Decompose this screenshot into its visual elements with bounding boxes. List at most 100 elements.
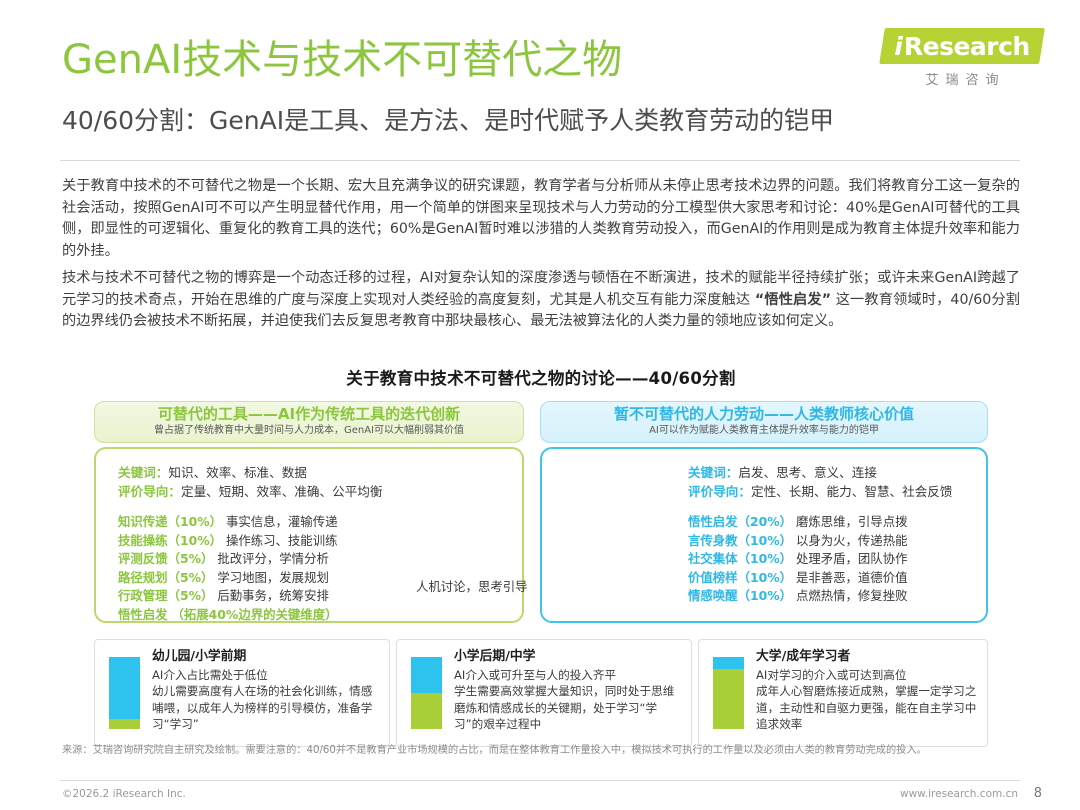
item-label: 悟性启发 <box>688 514 738 529</box>
item-pct: （5%） <box>167 588 214 603</box>
panel-left-subheading: 曾占据了传统教育中大量时间与人力成本，GenAI可以大幅削弱其价值 <box>153 425 465 437</box>
stage-card-line2: 学生需要高效掌握大量知识，同时处于思维磨炼和情感成长的关键期，处于学习“学习”的… <box>454 684 675 731</box>
item-label: 技能操练 <box>118 532 168 548</box>
list-item: 技能操练（10%） 操作练习、技能训练 <box>118 532 522 551</box>
left-orientation-label: 评价导向： <box>118 484 181 499</box>
bar-blue-segment <box>713 657 744 669</box>
intro-paragraph-1: 关于教育中技术的不可替代之物是一个长期、宏大且充满争议的研究课题，教育学者与分析… <box>62 178 1020 259</box>
list-item: 社交集体（10%） 处理矛盾，团队协作 <box>688 550 986 569</box>
stage-card: 幼儿园/小学前期 AI介入占比需处于低位 幼儿需要高度有人在场的社会化训练，情感… <box>94 639 390 747</box>
item-label: 知识传递 <box>118 514 168 529</box>
right-orientation-row: 评价导向：定性、长期、能力、智慧、社会反馈 <box>688 482 986 501</box>
footer-copyright: ©2026.2 iResearch Inc. <box>62 788 186 800</box>
item-desc: 磨炼思维，引导点拨 <box>795 514 908 529</box>
item-desc: 批改评分，学情分析 <box>217 551 329 566</box>
panel-right-heading: 暂不可替代的人力劳动——人类教师核心价值 <box>613 405 914 424</box>
left-keywords-row: 关键词：知识、效率、标准、数据 <box>118 463 522 482</box>
item-pct: （5%） <box>167 551 214 566</box>
panel-right-subheading: AI可以作为赋能人类教育主体提升效率与能力的铠甲 <box>649 425 879 437</box>
source-note: 来源：艾瑞咨询研究院自主研究及绘制。需要注意的：40/60并不是教育产业市场规模… <box>62 745 927 756</box>
item-pct: （10%） <box>737 551 793 566</box>
stage-card-title: 幼儿园/小学前期 <box>152 649 247 664</box>
page-subtitle: 40/60分割：GenAI是工具、是方法、是时代赋予人类教育劳动的铠甲 <box>62 106 835 135</box>
bar-blue-segment <box>109 657 140 719</box>
right-orientation-value: 定性、长期、能力、智慧、社会反馈 <box>750 484 953 499</box>
list-item: 价值榜样（10%） 是非善恶，道德价值 <box>688 569 986 588</box>
item-label: 社交集体 <box>688 551 738 566</box>
item-label: 情感唤醒 <box>688 588 738 603</box>
item-desc: 后勤事务，统筹安排 <box>217 588 329 603</box>
footer-website: www.iresearch.com.cn <box>899 788 1018 800</box>
item-pct: （5%） <box>167 569 214 585</box>
right-keywords-value: 启发、思考、意义、连接 <box>738 465 877 480</box>
item-desc: 以身为火，传递热能 <box>795 532 908 548</box>
item-label: 行政管理 <box>118 588 168 603</box>
right-item-list: 悟性启发（20%） 磨炼思维，引导点拨 言传身教（10%） 以身为火，传递热能 … <box>688 513 986 606</box>
right-keywords-row: 关键词：启发、思考、意义、连接 <box>688 463 986 482</box>
bar-green-segment <box>713 668 744 729</box>
list-item: 行政管理（5%） 后勤事务，统筹安排 <box>118 587 522 606</box>
page-number: 8 <box>1033 786 1042 801</box>
item-pct: （10%） <box>167 514 223 529</box>
right-orientation-label: 评价导向： <box>688 484 751 499</box>
list-item: 路径规划（5%） 学习地图，发展规划 <box>118 569 522 588</box>
footer-divider <box>60 780 1020 781</box>
panel-body-right: 关键词：启发、思考、意义、连接 评价导向：定性、长期、能力、智慧、社会反馈 悟性… <box>540 447 988 623</box>
panel-bodies: 关键词：知识、效率、标准、数据 评价导向：定量、短期、效率、准确、公平均衡 知识… <box>88 447 994 627</box>
item-pct: （10%） <box>737 588 793 603</box>
logo-chinese-name: 艾瑞咨询 <box>925 73 1006 88</box>
iresearch-logo: i Research 艾瑞咨询 <box>879 28 1045 88</box>
intro-paragraph-2: 技术与技术不可替代之物的博弈是一个动态迁移的过程，AI对复杂认知的深度渗透与顿悟… <box>62 268 1020 333</box>
panel-header-right: 暂不可替代的人力劳动——人类教师核心价值 AI可以作为赋能人类教育主体提升效率与… <box>540 401 988 443</box>
item-label: 评测反馈 <box>118 551 168 566</box>
list-item: 悟性启发（20%） 磨炼思维，引导点拨 <box>688 513 986 532</box>
stage-card-line2: 幼儿需要高度有人在场的社会化训练，情感哺喂，以成年人为榜样的引导模仿，准备学习“… <box>152 684 373 731</box>
panel-body-left: 关键词：知识、效率、标准、数据 评价导向：定量、短期、效率、准确、公平均衡 知识… <box>94 447 662 624</box>
highlight-desc: 人机讨论，思考引导 <box>416 579 528 594</box>
item-label: 价值榜样 <box>688 569 738 585</box>
chart-title: 关于教育中技术不可替代之物的讨论——40/60分割 <box>346 369 736 388</box>
item-desc: 点燃热情，修复挫败 <box>795 588 908 603</box>
list-item: 评测反馈（5%） 批改评分，学情分析 <box>118 550 522 569</box>
item-desc: 操作练习、技能训练 <box>225 532 338 548</box>
list-item: 情感唤醒（10%） 点燃热情，修复挫败 <box>688 587 986 606</box>
bar-green-segment <box>411 693 442 729</box>
item-desc: 是非善恶，道德价值 <box>795 569 908 585</box>
left-keywords-label: 关键词： <box>118 465 169 480</box>
panel-header-left: 可替代的工具——AI作为传统工具的迭代创新 曾占据了传统教育中大量时间与人力成本… <box>94 401 524 443</box>
highlight-label: 悟性启发 <box>118 606 168 622</box>
logo-i-letter: i <box>894 31 903 61</box>
bar-green-segment <box>109 718 140 729</box>
stage-cards: 幼儿园/小学前期 AI介入占比需处于低位 幼儿需要高度有人在场的社会化训练，情感… <box>88 639 994 749</box>
stage-bar-icon <box>411 657 442 729</box>
highlight-pct: （拓展40%边界的关键维度） <box>171 606 338 622</box>
item-desc: 处理矛盾，团队协作 <box>795 551 908 566</box>
stage-card-line1: AI介入占比需处于低位 <box>152 667 268 682</box>
item-desc: 学习地图，发展规划 <box>217 569 329 585</box>
left-keywords-value: 知识、效率、标准、数据 <box>168 465 307 480</box>
item-label: 言传身教 <box>688 532 738 548</box>
stage-card-line1: AI介入或可升至与人的投入齐平 <box>454 667 617 682</box>
logo-mark-shape: i Research <box>879 28 1045 64</box>
left-orientation-row: 评价导向：定量、短期、效率、准确、公平均衡 <box>118 482 522 501</box>
page-title: GenAI技术与技术不可替代之物 <box>62 37 623 83</box>
item-pct: （20%） <box>737 514 793 529</box>
header-divider <box>60 160 1020 161</box>
stage-card: 大学/成年学习者 AI对学习的介入或可达到高位 成年人心智磨炼接近成熟，掌握一定… <box>698 639 988 747</box>
stage-card-title: 大学/成年学习者 <box>756 649 851 664</box>
list-item-highlight: 悟性启发 （拓展40%边界的关键维度） <box>118 606 522 625</box>
stage-card-line1: AI对学习的介入或可达到高位 <box>756 667 907 682</box>
panel-left-heading: 可替代的工具——AI作为传统工具的迭代创新 <box>157 405 461 424</box>
para2-emphasis: “悟性启发” <box>754 291 832 308</box>
right-keywords-label: 关键词： <box>688 465 739 480</box>
para2-part-a: 技术与技术不可替代之物的博弈是一个动态迁移的过程，AI对复杂认知的深度渗透与顿悟… <box>62 270 1020 308</box>
left-item-list: 知识传递（10%） 事实信息，灌输传递 技能操练（10%） 操作练习、技能训练 … <box>118 513 522 624</box>
panel-headers: 可替代的工具——AI作为传统工具的迭代创新 曾占据了传统教育中大量时间与人力成本… <box>88 401 994 443</box>
item-label: 路径规划 <box>118 569 168 585</box>
list-item: 言传身教（10%） 以身为火，传递热能 <box>688 532 986 551</box>
list-item: 知识传递（10%） 事实信息，灌输传递 <box>118 513 522 532</box>
stage-bar-icon <box>713 657 744 729</box>
item-pct: （10%） <box>167 532 223 548</box>
stage-card-title: 小学后期/中学 <box>454 649 536 664</box>
